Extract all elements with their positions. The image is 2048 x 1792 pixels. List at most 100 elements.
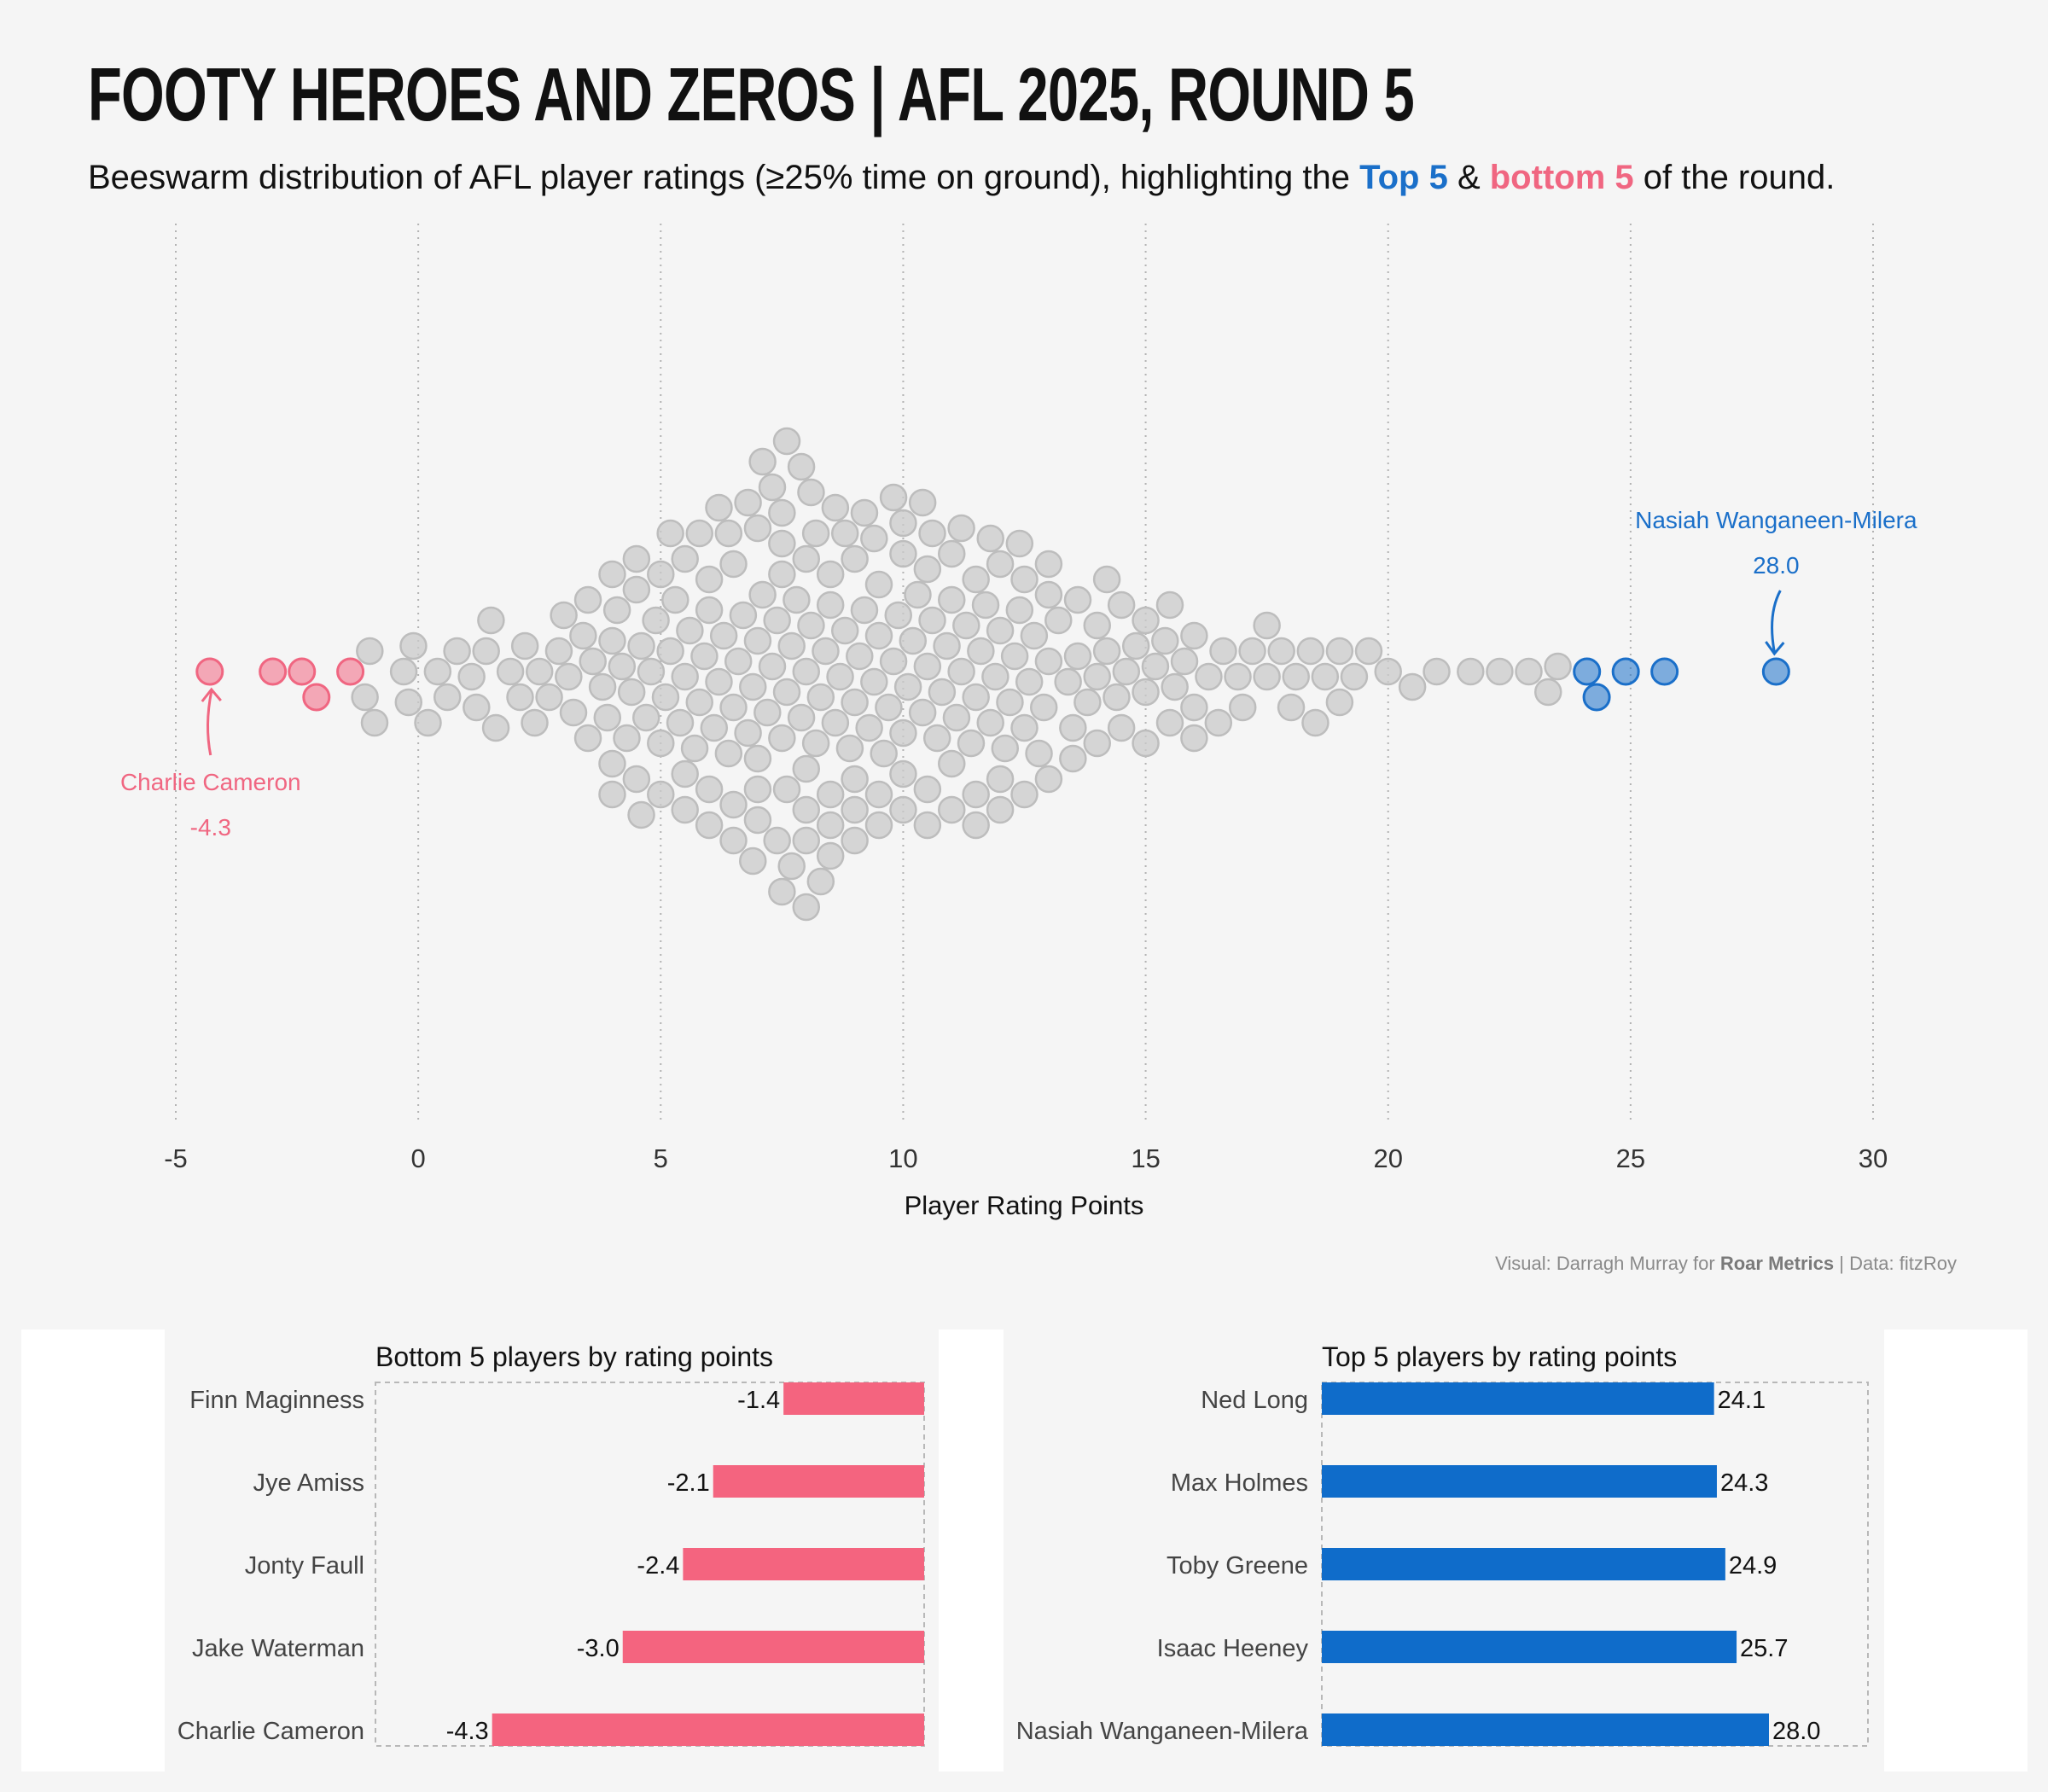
- swarm-point: [423, 657, 452, 686]
- top5-value-label: 24.1: [1718, 1387, 1766, 1414]
- swarm-point: [826, 662, 854, 691]
- swarm-point: [1121, 631, 1150, 660]
- bottom5-value-label: -4.3: [446, 1718, 489, 1745]
- swarm-point: [1083, 662, 1111, 691]
- annotation-arrowhead: [201, 687, 222, 702]
- swarm-point: [1025, 739, 1053, 768]
- swarm-point: [908, 488, 937, 517]
- swarm-point: [608, 652, 637, 681]
- caption-visual: Visual: Darragh Murray for: [1495, 1253, 1720, 1274]
- swarm-point: [705, 667, 733, 696]
- x-tick-label: 25: [1616, 1143, 1645, 1173]
- x-axis-title: Player Rating Points: [905, 1190, 1144, 1220]
- swarm-point: [830, 616, 859, 645]
- swarm-point: [971, 591, 1000, 620]
- swarm-point: [991, 734, 1020, 763]
- swarm-point: [642, 606, 670, 635]
- swarm-point: [729, 601, 758, 630]
- x-tick-label: 15: [1131, 1143, 1160, 1173]
- swarm-point: [768, 877, 796, 906]
- swarm-point: [1224, 662, 1252, 691]
- swarm-point: [1005, 529, 1034, 558]
- swarm-point: [661, 585, 689, 614]
- swarm-point: [1277, 693, 1306, 722]
- swarm-point: [1044, 606, 1073, 635]
- swarm-point: [986, 550, 1015, 579]
- swarm-point: [1354, 637, 1383, 666]
- panel-margin-middle: [939, 1329, 1004, 1772]
- top5-bar: [1322, 1465, 1717, 1498]
- top5-bar: [1322, 1631, 1737, 1663]
- swarm-point: [841, 688, 869, 717]
- swarm-point: [1107, 713, 1136, 742]
- swarm-point: [690, 642, 719, 671]
- swarm-point: [792, 544, 821, 573]
- swarm-point: [1544, 652, 1572, 681]
- swarm-point: [734, 488, 762, 517]
- swarm-point: [743, 806, 772, 835]
- swarm-point: [893, 672, 922, 701]
- swarm-point: [938, 539, 966, 568]
- swarm-point: [719, 550, 748, 579]
- swarm-point: [835, 734, 864, 763]
- swarm-point: [714, 519, 743, 548]
- annotation-arrowhead: [1765, 641, 1785, 656]
- top5-category-label: Toby Greene: [1167, 1552, 1308, 1580]
- swarm-point: [850, 498, 879, 527]
- swarm-point: [918, 606, 946, 635]
- swarm-point: [841, 795, 869, 824]
- swarm-point: [860, 524, 888, 553]
- swarm-point: [695, 775, 724, 804]
- swarm-point: [801, 729, 830, 758]
- swarm-point: [685, 519, 713, 548]
- swarm-point: [967, 637, 995, 666]
- swarm-point: [1141, 652, 1170, 681]
- swarm-point: [879, 647, 908, 676]
- annotation-name: Nasiah Wanganeen-Milera: [1635, 507, 1917, 533]
- swarm-point: [1005, 596, 1034, 625]
- swarm-point: [792, 754, 821, 783]
- swarm-point: [792, 657, 821, 686]
- swarm-point: [947, 514, 975, 543]
- swarm-point: [671, 759, 699, 788]
- swarm-point: [685, 688, 713, 717]
- bottom5-value-label: -3.0: [577, 1635, 620, 1662]
- swarm-point: [870, 739, 898, 768]
- top5-point: [1761, 657, 1790, 686]
- bottom5-bar: [783, 1382, 924, 1415]
- swarm-point: [463, 693, 491, 722]
- top5-category-label: Max Holmes: [1171, 1469, 1308, 1497]
- swarm-point: [602, 596, 631, 625]
- swarm-point: [743, 514, 772, 543]
- swarm-point: [647, 780, 675, 809]
- swarm-point: [806, 683, 835, 712]
- swarm-point: [1132, 606, 1160, 635]
- annotation-arrow: [1771, 590, 1782, 653]
- swarm-point: [559, 698, 588, 727]
- swarm-point: [1132, 729, 1160, 758]
- swarm-point: [938, 795, 966, 824]
- swarm-point: [1457, 657, 1485, 686]
- bottom5-point: [288, 657, 317, 686]
- swarm-point: [957, 729, 986, 758]
- top5-chart-title: Top 5 players by rating points: [1322, 1341, 1678, 1372]
- bottom5-value-label: -2.1: [667, 1469, 710, 1497]
- swarm-point: [962, 811, 990, 840]
- swarm-point: [743, 775, 772, 804]
- swarm-point: [1423, 657, 1451, 686]
- x-tick-label: 30: [1859, 1143, 1888, 1173]
- swarm-point: [841, 765, 869, 794]
- swarm-point: [913, 811, 942, 840]
- swarm-point: [1195, 662, 1223, 691]
- swarm-point: [976, 708, 1004, 737]
- swarm-point: [1092, 565, 1121, 594]
- swarm-point: [647, 560, 675, 589]
- page-title: FOOTY HEROES AND ZEROS | AFL 2025, ROUND…: [88, 52, 1415, 137]
- swarm-point: [680, 734, 709, 763]
- swarm-point: [598, 626, 626, 655]
- swarm-point: [1170, 647, 1199, 676]
- swarm-point: [647, 729, 675, 758]
- swarm-point: [996, 688, 1024, 717]
- swarm-point: [671, 795, 699, 824]
- bottom5-point: [336, 657, 365, 686]
